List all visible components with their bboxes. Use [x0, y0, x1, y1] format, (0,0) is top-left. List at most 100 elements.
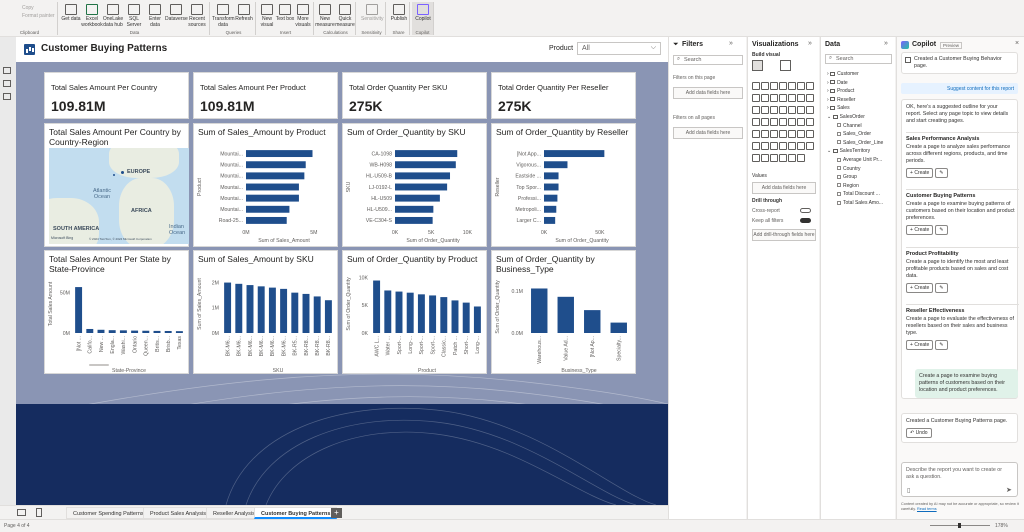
bar[interactable]: [557, 296, 574, 333]
chart-card[interactable]: Total Sales Amount Per State by State-Pr…: [44, 250, 189, 374]
create-button[interactable]: + Create: [906, 283, 934, 293]
bar[interactable]: [406, 292, 414, 333]
data-field-item[interactable]: Sales_Order_Line: [837, 140, 883, 146]
bar[interactable]: [246, 161, 306, 169]
visual-type-icon[interactable]: [769, 130, 778, 138]
data-field-item[interactable]: Total Discount ...: [837, 191, 880, 197]
add-page-button[interactable]: +: [331, 508, 342, 518]
visual-type-icon[interactable]: [805, 82, 814, 90]
chart-card[interactable]: Sum of Sales_Amount by SKU Sum of Sales_…: [193, 250, 338, 374]
visual-type-icon[interactable]: [787, 118, 796, 126]
field-checkbox[interactable]: [837, 157, 841, 162]
create-button[interactable]: + Create: [906, 168, 934, 178]
edit-icon[interactable]: ✎: [935, 283, 948, 293]
page-tab[interactable]: Product Sales Analysis: [143, 507, 213, 519]
mobile-view-icon[interactable]: [36, 508, 42, 517]
bar[interactable]: [108, 330, 116, 333]
chart-card[interactable]: Sum of Sales_Amount by Product Product Mo…: [193, 123, 338, 247]
collapse-filters-icon[interactable]: »: [729, 40, 733, 47]
field-checkbox[interactable]: [837, 140, 841, 145]
zoom-thumb[interactable]: [958, 523, 961, 528]
create-button[interactable]: + Create: [906, 225, 934, 235]
bar[interactable]: [313, 296, 321, 333]
visual-type-icon[interactable]: [769, 118, 778, 126]
bar[interactable]: [268, 287, 276, 333]
edit-icon[interactable]: ✎: [935, 225, 948, 235]
more-visuals-button[interactable]: More visuals: [292, 2, 314, 28]
create-button[interactable]: + Create: [906, 340, 934, 350]
bar[interactable]: [451, 300, 459, 333]
visual-type-icon[interactable]: [769, 94, 778, 102]
bar[interactable]: [246, 285, 254, 333]
read-terms-link[interactable]: Read terms: [916, 507, 937, 511]
copilot-ribbon-button[interactable]: Copilot: [412, 2, 434, 22]
visual-type-icon[interactable]: [787, 82, 796, 90]
product-slicer[interactable]: All ⌵: [577, 42, 661, 55]
bar[interactable]: [131, 330, 139, 333]
map-visual[interactable]: Total Sales Amount Per Country by Countr…: [44, 123, 189, 247]
bar[interactable]: [175, 331, 183, 333]
visual-type-icon[interactable]: [787, 142, 796, 150]
data-table-item[interactable]: › Sales: [827, 105, 850, 112]
filters-search-input[interactable]: ⌕ Search: [673, 55, 743, 65]
visual-type-icon[interactable]: [769, 106, 778, 114]
visual-type-icon[interactable]: [751, 130, 760, 138]
dataverse-button[interactable]: Dataverse: [165, 2, 188, 22]
edit-icon[interactable]: ✎: [935, 168, 948, 178]
visual-type-icon[interactable]: [796, 142, 805, 150]
bar[interactable]: [417, 294, 425, 333]
field-checkbox[interactable]: [837, 174, 841, 179]
copy-button[interactable]: Copy: [22, 5, 34, 11]
visual-type-icon[interactable]: [787, 94, 796, 102]
build-visual-icon[interactable]: [752, 60, 763, 71]
quick-measure-button[interactable]: Quick measure: [334, 2, 356, 28]
field-checkbox[interactable]: [837, 192, 841, 197]
visual-type-icon[interactable]: [805, 142, 814, 150]
report-view-icon[interactable]: [3, 67, 11, 74]
kpi-card[interactable]: Total Order Quantity Per Reseller 275K: [491, 72, 636, 119]
visual-type-icon[interactable]: [751, 142, 760, 150]
edit-icon[interactable]: ✎: [935, 340, 948, 350]
recent-sources-button[interactable]: Recent sources: [186, 2, 208, 28]
field-checkbox[interactable]: [837, 131, 841, 136]
visual-type-icon[interactable]: [778, 106, 787, 114]
visual-type-icon[interactable]: [796, 154, 805, 162]
data-field-item[interactable]: Total Sales Amo...: [837, 200, 883, 206]
field-checkbox[interactable]: [837, 123, 841, 128]
data-search-input[interactable]: ⌕ Search: [825, 54, 892, 64]
values-dropzone[interactable]: Add data fields here: [752, 182, 816, 194]
sql-server-button[interactable]: SQL Server: [123, 2, 145, 28]
bar[interactable]: [462, 302, 470, 333]
bar[interactable]: [153, 330, 161, 333]
bar[interactable]: [246, 205, 290, 213]
bar[interactable]: [246, 194, 299, 202]
visual-type-icon[interactable]: [760, 118, 769, 126]
suggest-content-link[interactable]: Suggest content for this report: [901, 83, 1018, 94]
bar[interactable]: [544, 216, 556, 224]
send-icon[interactable]: ➤: [1006, 487, 1012, 494]
visual-type-icon[interactable]: [751, 154, 760, 162]
chart-card[interactable]: Sum of Order_Quantity by Business_Type S…: [491, 250, 636, 374]
filters-page-dropzone[interactable]: Add data fields here: [673, 87, 743, 99]
visual-type-icon[interactable]: [787, 154, 796, 162]
visual-type-icon[interactable]: [796, 130, 805, 138]
bar[interactable]: [473, 306, 481, 333]
bar[interactable]: [280, 288, 288, 333]
bar[interactable]: [544, 205, 557, 213]
get-data-button[interactable]: Get data: [60, 2, 82, 22]
new-visual-button[interactable]: New visual: [256, 2, 278, 28]
field-checkbox[interactable]: [837, 200, 841, 205]
bar[interactable]: [395, 150, 458, 158]
visual-type-icon[interactable]: [778, 94, 787, 102]
prompt-guide-icon[interactable]: ▯: [907, 488, 911, 494]
bar[interactable]: [395, 291, 403, 333]
visual-type-icon[interactable]: [760, 130, 769, 138]
data-field-item[interactable]: Average Unit Pr...: [837, 157, 882, 163]
visual-type-icon[interactable]: [760, 154, 769, 162]
close-icon[interactable]: ×: [1015, 40, 1020, 47]
data-field-item[interactable]: Channel: [837, 123, 862, 129]
bar[interactable]: [395, 161, 456, 169]
collapse-viz-icon[interactable]: »: [808, 40, 812, 47]
table-view-icon[interactable]: [3, 80, 11, 87]
bar[interactable]: [395, 183, 448, 191]
